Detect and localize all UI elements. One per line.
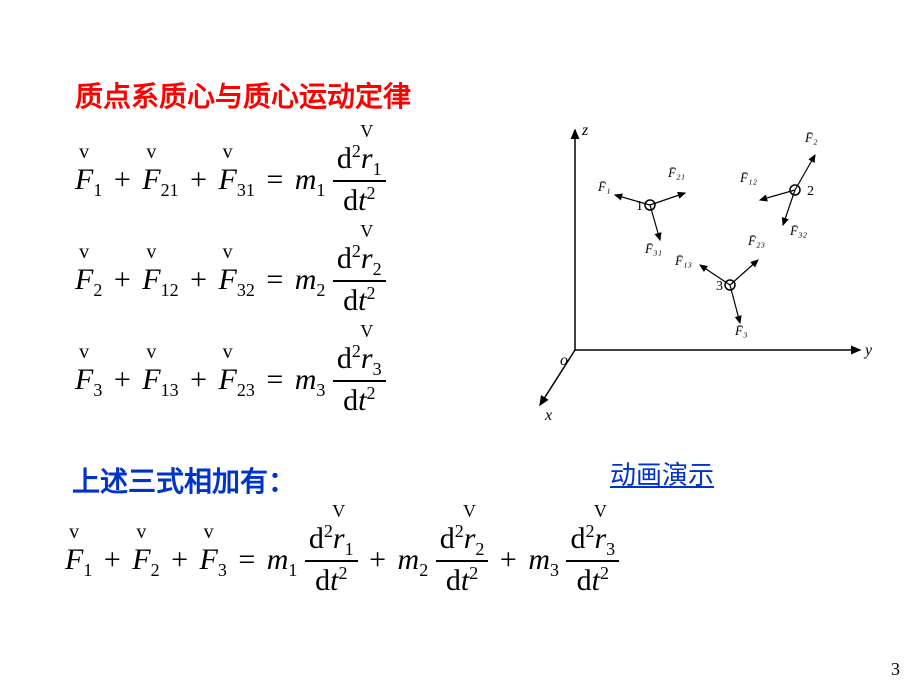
svg-text:F̄₁₃: F̄₁₃ <box>674 253 692 268</box>
svg-text:F̄₂₃: F̄₂₃ <box>747 233 765 248</box>
slide: 质点系质心与质心运动定律 F1 + F21 + F31 = m1 d2r1 dt… <box>0 0 920 690</box>
equation-2: F2 + F12 + F32 = m2 d2r2 dt2 <box>75 245 386 319</box>
svg-text:F̄₃₁: F̄₃₁ <box>644 241 662 256</box>
svg-text:F̄₃₂: F̄₃₂ <box>789 223 807 238</box>
equation-4: F1 + F2 + F3 = m1 d2r1 dt2 + m2 d2r2 dt2… <box>65 525 619 599</box>
origin-label: o <box>560 352 568 369</box>
equation-3: F3 + F13 + F23 = m3 d2r3 dt2 <box>75 345 386 419</box>
subtitle: 上述三式相加有： <box>72 460 296 500</box>
z-axis-label: z <box>581 122 589 139</box>
force-diagram: z y x o 1F̄₁F̄₂₁F̄₃₁2F̄₂F̄₁₂F̄₃₂3F̄₃F̄₁₃… <box>530 115 890 425</box>
animation-link[interactable]: 动画演示 <box>610 455 714 492</box>
svg-text:F̄₂: F̄₂ <box>804 130 818 145</box>
x-axis-label: x <box>544 407 552 424</box>
svg-text:F̄₂₁: F̄₂₁ <box>667 165 685 180</box>
svg-text:F̄₁₂: F̄₁₂ <box>739 170 757 185</box>
equation-1: F1 + F21 + F31 = m1 d2r1 dt2 <box>75 145 386 219</box>
y-axis-label: y <box>863 342 873 359</box>
page-number: 3 <box>891 659 900 680</box>
svg-text:F̄₁: F̄₁ <box>597 179 610 194</box>
slide-title: 质点系质心与质心运动定律 <box>75 75 411 115</box>
svg-text:3: 3 <box>716 279 723 294</box>
svg-text:2: 2 <box>807 184 814 199</box>
svg-text:F̄₃: F̄₃ <box>734 323 747 338</box>
